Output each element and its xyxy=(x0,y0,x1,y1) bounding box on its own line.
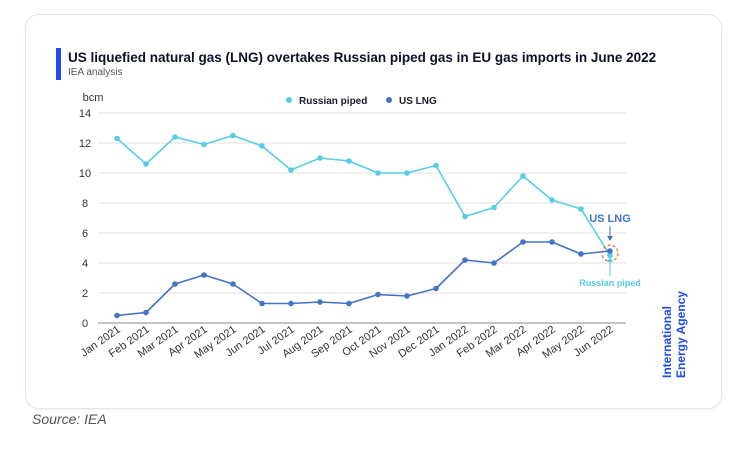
data-point xyxy=(288,167,294,173)
annotation-arrowhead-us-lng xyxy=(607,236,613,241)
y-tick-label: 2 xyxy=(82,288,88,300)
data-point xyxy=(462,213,468,220)
y-axis: 0 2 4 6 8 10 12 14 bcm xyxy=(79,92,104,330)
data-point xyxy=(607,248,613,254)
annotation-arrowhead-russian xyxy=(607,257,613,262)
data-point xyxy=(114,312,120,319)
data-point xyxy=(433,162,439,169)
data-point xyxy=(230,281,236,287)
data-point xyxy=(549,239,555,245)
data-point xyxy=(317,299,323,305)
data-point xyxy=(143,161,149,167)
gridlines xyxy=(98,112,626,324)
data-point xyxy=(346,300,352,307)
legend: Russian piped US LNG xyxy=(286,96,437,107)
chart-title: US liquefied natural gas (LNG) overtakes… xyxy=(68,50,657,65)
data-point xyxy=(114,135,120,142)
y-tick-label: 10 xyxy=(79,168,91,180)
y-tick-label: 12 xyxy=(79,138,91,150)
data-point xyxy=(578,206,584,212)
legend-marker xyxy=(386,97,392,103)
series-line xyxy=(116,241,611,317)
data-point xyxy=(375,291,381,298)
legend-label: Russian piped xyxy=(299,96,367,107)
series-lines xyxy=(114,132,613,319)
data-point xyxy=(520,173,526,179)
agency-logo-line1: International xyxy=(660,306,674,378)
data-point xyxy=(346,158,352,164)
data-point xyxy=(433,285,439,292)
data-point xyxy=(607,252,613,259)
source-note: Source: IEA xyxy=(32,411,107,427)
data-point xyxy=(143,309,149,316)
data-point xyxy=(172,281,178,287)
data-point xyxy=(259,143,265,149)
data-point xyxy=(201,272,207,278)
data-point xyxy=(578,251,584,257)
y-tick-label: 14 xyxy=(79,108,91,120)
series-line xyxy=(116,134,611,256)
data-point xyxy=(172,134,178,140)
annotation-us-lng: US LNG xyxy=(589,213,631,225)
data-point xyxy=(549,197,555,203)
data-point xyxy=(520,239,526,245)
data-point xyxy=(404,293,410,299)
chart-card xyxy=(25,14,722,409)
data-point xyxy=(491,204,497,211)
legend-marker xyxy=(286,97,292,103)
data-point xyxy=(288,300,294,307)
agency-logo-line2: Energy Agency xyxy=(674,291,688,378)
data-point xyxy=(201,141,207,148)
data-point xyxy=(462,257,468,263)
y-tick-label: 6 xyxy=(82,228,88,240)
title-accent-bar xyxy=(56,48,61,80)
chart-subtitle: IEA analysis xyxy=(68,67,123,78)
data-point xyxy=(375,170,381,176)
y-tick-label: 0 xyxy=(82,318,88,330)
annotations: US LNG Russian piped xyxy=(579,213,641,288)
data-point xyxy=(491,260,497,266)
y-tick-label: 8 xyxy=(82,198,88,210)
data-point xyxy=(404,170,410,176)
data-point xyxy=(317,155,323,161)
data-point xyxy=(230,132,236,139)
legend-label: US LNG xyxy=(399,96,437,107)
y-tick-label: 4 xyxy=(82,258,88,270)
data-point xyxy=(259,300,265,307)
y-axis-label: bcm xyxy=(83,92,104,104)
annotation-russian-piped: Russian piped xyxy=(579,278,641,288)
